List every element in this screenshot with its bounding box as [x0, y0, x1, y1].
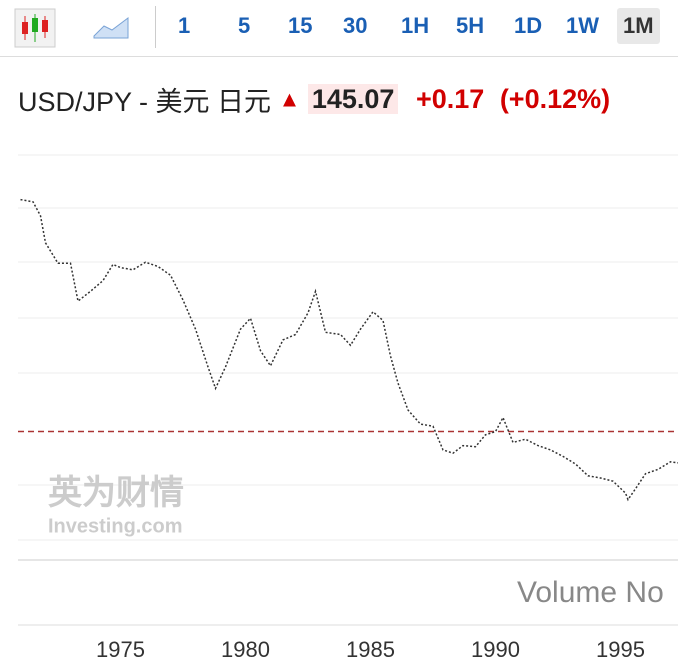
candle-icon[interactable] [14, 8, 56, 48]
price: 145.07 [307, 84, 399, 114]
header: USD/JPY - 美元 日元 ▲ 145.07 +0.17 (+0.12%) [18, 80, 610, 119]
timeframe-button[interactable]: 1H [401, 13, 430, 38]
timeframe-button[interactable]: 1W [566, 13, 599, 38]
timeframe-button[interactable]: 30 [343, 13, 368, 38]
timeframe-button[interactable]: 15 [288, 13, 313, 38]
price-line-series [20, 198, 678, 502]
change: +0.17 [415, 84, 485, 114]
line-icon[interactable] [92, 12, 132, 42]
x-tick-label: 1995 [596, 637, 645, 662]
toolbar: 1 5 15 30 1H 5H 1D 1W 1M [0, 0, 678, 57]
timeframe-button[interactable]: 5 [238, 13, 251, 38]
watermark-en: Investing.com [48, 515, 182, 537]
x-tick-label: 1980 [221, 637, 270, 662]
grid [18, 154, 678, 541]
x-tick-label: 1990 [471, 637, 520, 662]
symbol: USD/JPY - 美元 日元 [18, 87, 272, 117]
change-pct: (+0.12%) [499, 84, 611, 114]
timeframe-button[interactable]: 5H [456, 13, 485, 38]
x-tick-label: 1975 [96, 637, 145, 662]
volume-label: Volume No [517, 576, 664, 609]
x-tick-label: 1985 [346, 637, 395, 662]
timeframe-button[interactable]: 1D [514, 13, 543, 38]
separator [155, 6, 156, 48]
timeframe-button[interactable]: 1M [617, 8, 660, 44]
timeframe-button[interactable]: 1 [178, 13, 191, 38]
watermark-cn: 英为财情 [48, 474, 184, 512]
up-arrow: ▲ [278, 86, 301, 112]
